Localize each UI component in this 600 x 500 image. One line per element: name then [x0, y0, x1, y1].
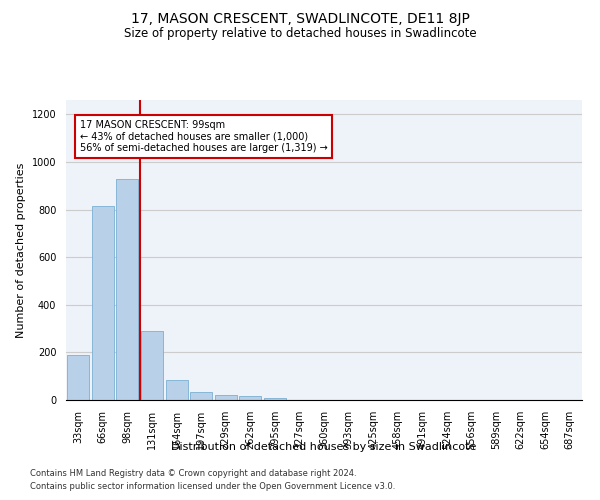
Bar: [239, 396, 262, 400]
Text: Size of property relative to detached houses in Swadlincote: Size of property relative to detached ho…: [124, 28, 476, 40]
Bar: [190, 392, 212, 400]
Bar: [166, 380, 188, 400]
Text: Distribution of detached houses by size in Swadlincote: Distribution of detached houses by size …: [172, 442, 476, 452]
Bar: [141, 331, 163, 400]
Bar: [215, 395, 237, 400]
Text: 17, MASON CRESCENT, SWADLINCOTE, DE11 8JP: 17, MASON CRESCENT, SWADLINCOTE, DE11 8J…: [131, 12, 469, 26]
Bar: [67, 355, 89, 400]
Bar: [264, 398, 286, 400]
Bar: [116, 178, 139, 400]
Text: Contains HM Land Registry data © Crown copyright and database right 2024.: Contains HM Land Registry data © Crown c…: [30, 468, 356, 477]
Y-axis label: Number of detached properties: Number of detached properties: [16, 162, 26, 338]
Bar: [92, 206, 114, 400]
Text: 17 MASON CRESCENT: 99sqm
← 43% of detached houses are smaller (1,000)
56% of sem: 17 MASON CRESCENT: 99sqm ← 43% of detach…: [80, 120, 327, 154]
Text: Contains public sector information licensed under the Open Government Licence v3: Contains public sector information licen…: [30, 482, 395, 491]
